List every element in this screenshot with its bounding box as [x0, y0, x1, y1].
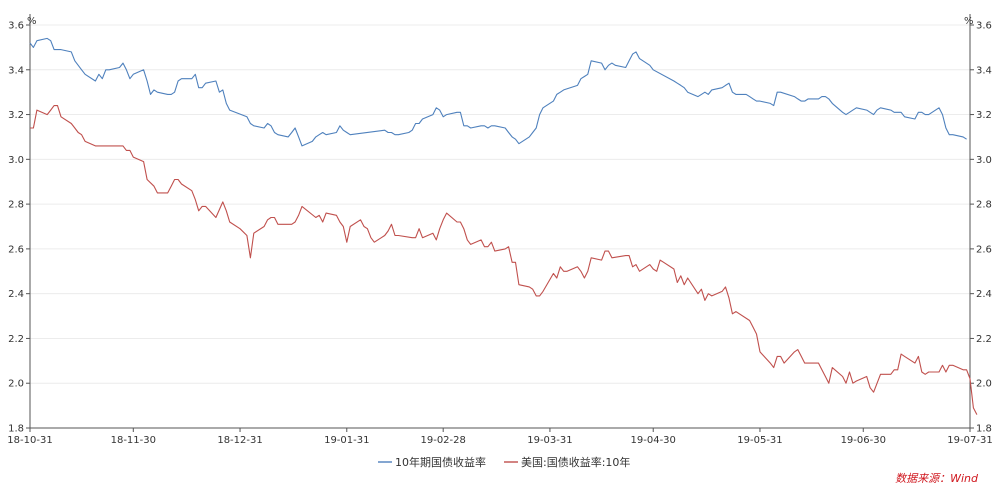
x-tick-label: 19-04-30	[631, 435, 676, 446]
y-unit-right: %	[964, 16, 974, 27]
y-tick-label-right: 3.0	[976, 155, 992, 166]
axes: 3.6 3.6 3.4 3.4 3.2 3.2 3.0 3.0 2.8 2.8 2.6 2.6 2.4 2…	[7, 14, 993, 446]
series-layer	[29, 37, 978, 415]
y-tick-label-right: 3.6	[976, 21, 992, 32]
x-tick-label: 19-03-31	[527, 435, 572, 446]
x-tick-label: 19-02-28	[420, 435, 465, 446]
x-tick-label: 18-11-30	[111, 435, 156, 446]
x-tick-label: 19-07-31	[947, 435, 992, 446]
legend: 10年期国债收益率 美国:国债收益率:10年	[378, 455, 630, 469]
x-tick-label: 19-05-31	[737, 435, 782, 446]
y-tick-label-right: 2.4	[976, 289, 992, 300]
y-tick-label-right: 3.4	[976, 65, 992, 76]
legend-label-2: 美国:国债收益率:10年	[521, 455, 630, 469]
series-line-2	[30, 105, 978, 415]
y-tick-label-right: 3.2	[976, 110, 992, 121]
y-tick-label-right: 2.8	[976, 200, 992, 211]
y-tick-label-left: 2.8	[8, 200, 24, 211]
y-tick-label-left: 3.4	[8, 65, 24, 76]
source-note: 数据来源：Wind	[895, 472, 978, 485]
y-tick-label-left: 2.0	[8, 379, 24, 390]
y-unit-left: %	[27, 16, 37, 27]
legend-label-1: 10年期国债收益率	[395, 455, 486, 469]
x-tick-label: 19-01-31	[324, 435, 369, 446]
y-tick-label-right: 1.8	[976, 424, 992, 435]
y-tick-label-right: 2.0	[976, 379, 992, 390]
y-tick-label-left: 2.4	[8, 289, 24, 300]
y-tick-label-right: 2.6	[976, 244, 992, 255]
y-tick-label-left: 3.0	[8, 155, 24, 166]
x-tick-label: 18-12-31	[217, 435, 262, 446]
y-tick-label-left: 3.6	[8, 21, 24, 32]
series-line-1	[29, 37, 967, 147]
x-tick-label: 18-10-31	[7, 435, 52, 446]
grid-lines	[30, 24, 970, 429]
y-tick-label-left: 2.6	[8, 244, 24, 255]
y-tick-label-left: 3.2	[8, 110, 24, 121]
x-tick-label: 19-06-30	[841, 435, 886, 446]
y-tick-label-left: 2.2	[8, 334, 24, 345]
y-tick-label-right: 2.2	[976, 334, 992, 345]
y-tick-label-left: 1.8	[8, 424, 24, 435]
